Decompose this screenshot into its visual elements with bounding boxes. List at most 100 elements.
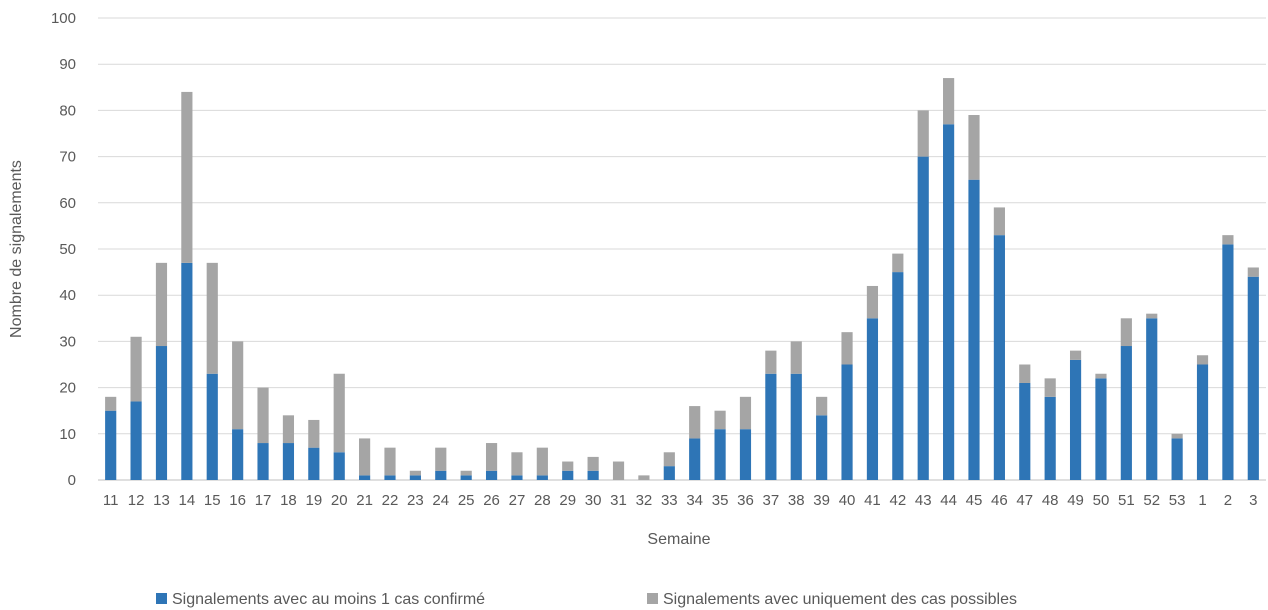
y-axis-title: Nombre de signalements bbox=[8, 160, 25, 338]
x-tick-label: 34 bbox=[686, 492, 703, 509]
bar-possible-31-20 bbox=[612, 461, 625, 480]
x-tick-label: 23 bbox=[407, 492, 424, 509]
bar-confirmed-48-37 bbox=[1044, 396, 1056, 480]
x-tick-label: 2 bbox=[1224, 492, 1232, 509]
bar-confirmed-46-35 bbox=[993, 235, 1005, 480]
bar-confirmed-45-34 bbox=[968, 179, 980, 480]
x-tick-label: 44 bbox=[940, 492, 957, 509]
bar-confirmed-11-0 bbox=[105, 410, 117, 480]
x-tick-label: 50 bbox=[1093, 492, 1110, 509]
bar-confirmed-41-30 bbox=[866, 318, 879, 480]
x-tick-label: 18 bbox=[280, 492, 297, 509]
bar-confirmed-18-7 bbox=[282, 443, 295, 480]
bar-possible-33-22 bbox=[663, 452, 675, 467]
y-tick-label: 40 bbox=[59, 287, 76, 304]
bar-possible-15-4 bbox=[206, 262, 218, 374]
x-tick-label: 22 bbox=[382, 492, 399, 509]
bar-possible-1-43 bbox=[1196, 355, 1209, 365]
x-tick-label: 11 bbox=[103, 492, 119, 509]
bar-confirmed-12-1 bbox=[130, 401, 142, 480]
x-tick-label: 20 bbox=[331, 492, 348, 509]
x-tick-label: 37 bbox=[763, 492, 780, 509]
bar-possible-49-38 bbox=[1069, 350, 1082, 360]
x-tick-label: 35 bbox=[712, 492, 729, 509]
bar-possible-47-36 bbox=[1019, 364, 1031, 383]
bar-possible-51-40 bbox=[1120, 318, 1132, 347]
bar-possible-19-8 bbox=[308, 419, 320, 448]
bar-possible-16-5 bbox=[232, 341, 244, 430]
bar-possible-43-32 bbox=[917, 110, 929, 157]
y-tick-label: 10 bbox=[59, 426, 76, 443]
x-axis-title: Semaine bbox=[647, 531, 710, 548]
bar-possible-18-7 bbox=[282, 415, 295, 444]
bar-confirmed-25-14 bbox=[460, 475, 472, 480]
y-tick-label: 50 bbox=[59, 241, 76, 258]
bar-confirmed-34-23 bbox=[689, 438, 701, 480]
x-tick-label: 15 bbox=[204, 492, 221, 509]
bar-confirmed-39-28 bbox=[816, 415, 828, 480]
bar-possible-17-6 bbox=[257, 387, 269, 444]
y-tick-label: 70 bbox=[59, 149, 76, 166]
bar-possible-36-25 bbox=[739, 396, 752, 430]
bar-possible-2-44 bbox=[1222, 235, 1234, 245]
bar-possible-21-10 bbox=[359, 438, 371, 476]
x-tick-label: 26 bbox=[483, 492, 500, 509]
x-tick-label: 29 bbox=[559, 492, 576, 509]
x-tick-label: 27 bbox=[509, 492, 526, 509]
bar-confirmed-30-19 bbox=[587, 470, 599, 480]
x-tick-label: 1 bbox=[1198, 492, 1206, 509]
x-tick-label: 16 bbox=[229, 492, 246, 509]
x-tick-label: 13 bbox=[153, 492, 170, 509]
x-tick-label: 30 bbox=[585, 492, 602, 509]
x-tick-label: 49 bbox=[1067, 492, 1084, 509]
bar-confirmed-24-13 bbox=[435, 470, 447, 480]
x-axis-ticks: 11 12 13 14 15 16 17 18 19 20 21 22 23 24 25 26 27 28 29 30… bbox=[103, 492, 1258, 509]
x-tick-label: 32 bbox=[636, 492, 653, 509]
x-tick-label: 40 bbox=[839, 492, 856, 509]
legend-swatch-confirmed bbox=[156, 593, 167, 604]
bar-confirmed-50-39 bbox=[1095, 378, 1107, 480]
bar-confirmed-2-44 bbox=[1222, 244, 1234, 480]
x-tick-label: 53 bbox=[1169, 492, 1186, 509]
x-tick-label: 17 bbox=[255, 492, 272, 509]
x-tick-label: 28 bbox=[534, 492, 551, 509]
bar-possible-20-9 bbox=[333, 373, 345, 453]
y-tick-label: 100 bbox=[51, 10, 76, 27]
bar-possible-30-19 bbox=[587, 456, 599, 471]
x-tick-label: 48 bbox=[1042, 492, 1059, 509]
bar-possible-39-28 bbox=[816, 396, 828, 416]
x-tick-label: 19 bbox=[305, 492, 322, 509]
x-tick-label: 52 bbox=[1143, 492, 1160, 509]
bar-possible-53-42 bbox=[1171, 433, 1183, 439]
bar-possible-14-3 bbox=[181, 91, 193, 263]
bar-confirmed-49-38 bbox=[1069, 359, 1082, 480]
legend-label-confirmed: Signalements avec au moins 1 cas confirm… bbox=[172, 591, 485, 608]
x-tick-label: 12 bbox=[128, 492, 145, 509]
bar-confirmed-42-31 bbox=[892, 272, 904, 480]
x-tick-label: 47 bbox=[1016, 492, 1033, 509]
bar-possible-37-26 bbox=[765, 350, 777, 374]
bar-confirmed-16-5 bbox=[232, 429, 244, 480]
bar-possible-24-13 bbox=[435, 447, 447, 471]
bar-confirmed-27-16 bbox=[511, 475, 523, 480]
bar-confirmed-37-26 bbox=[765, 373, 777, 480]
bar-possible-48-37 bbox=[1044, 378, 1056, 397]
bar-confirmed-23-12 bbox=[409, 475, 421, 480]
bar-possible-23-12 bbox=[409, 470, 421, 476]
bar-confirmed-43-32 bbox=[917, 156, 929, 480]
bar-possible-45-34 bbox=[968, 115, 980, 180]
y-tick-label: 80 bbox=[59, 102, 76, 119]
y-tick-label: 20 bbox=[59, 380, 76, 397]
x-tick-label: 51 bbox=[1118, 492, 1135, 509]
bar-confirmed-20-9 bbox=[333, 452, 345, 480]
x-tick-label: 36 bbox=[737, 492, 754, 509]
gridlines bbox=[98, 17, 1266, 481]
bar-confirmed-29-18 bbox=[562, 470, 574, 480]
x-tick-label: 24 bbox=[432, 492, 449, 509]
bar-possible-26-15 bbox=[485, 443, 498, 471]
bar-possible-22-11 bbox=[384, 447, 396, 476]
x-tick-label: 42 bbox=[889, 492, 906, 509]
bar-confirmed-22-11 bbox=[384, 475, 396, 480]
bar-possible-29-18 bbox=[562, 461, 574, 471]
bar-confirmed-28-17 bbox=[536, 475, 548, 480]
